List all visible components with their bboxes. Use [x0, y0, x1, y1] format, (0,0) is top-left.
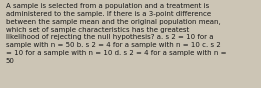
Text: A sample is selected from a population and a treatment is
administered to the sa: A sample is selected from a population a…	[6, 3, 226, 64]
